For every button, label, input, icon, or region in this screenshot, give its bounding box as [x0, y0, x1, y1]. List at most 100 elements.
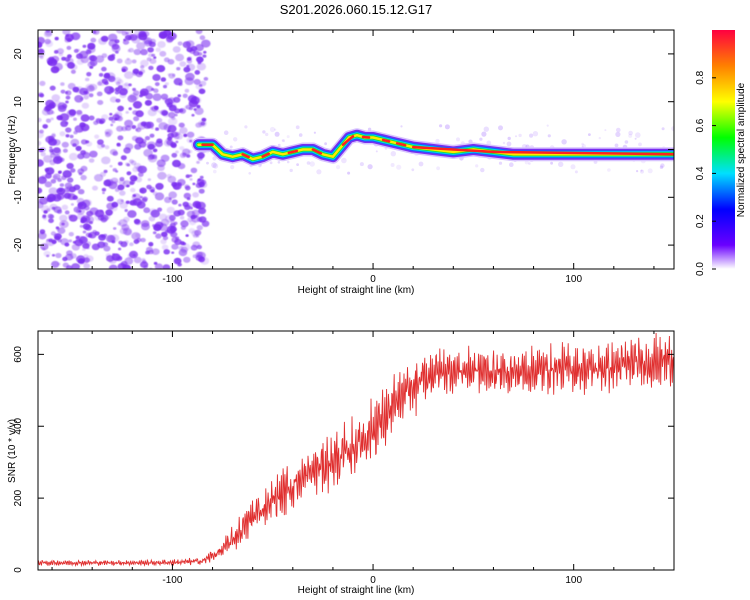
noise-dot	[56, 48, 64, 55]
noise-dot	[67, 54, 72, 59]
noise-dot	[107, 75, 116, 83]
noise-dot	[110, 123, 114, 127]
noise-dot	[112, 168, 118, 172]
noise-dot	[137, 135, 142, 140]
noise-dot	[175, 53, 185, 62]
noise-dot	[163, 249, 170, 255]
noise-dot	[168, 117, 178, 126]
noise-dot	[66, 162, 74, 170]
noise-dot	[66, 265, 73, 269]
noise-dot	[100, 217, 108, 223]
noise-dot	[152, 224, 156, 228]
noise-dot	[230, 165, 235, 170]
noise-dot	[115, 50, 119, 54]
noise-dot	[119, 177, 125, 182]
noise-dot	[57, 262, 61, 266]
noise-dot	[189, 49, 196, 54]
noise-dot	[63, 192, 71, 199]
y-tick-label: 600	[13, 346, 24, 363]
noise-dot	[81, 102, 90, 109]
snr-ticks: -100 0 100 0 200 400 600	[13, 331, 674, 586]
noise-dot	[640, 169, 644, 174]
noise-dot	[175, 140, 179, 144]
noise-dot	[134, 143, 142, 150]
noise-dot	[269, 126, 276, 133]
noise-dot	[103, 179, 112, 187]
noise-dot	[274, 128, 277, 131]
noise-dot	[108, 264, 118, 269]
noise-dot	[51, 59, 58, 65]
noise-dot	[79, 122, 86, 128]
noise-dot	[196, 225, 203, 231]
noise-dot	[182, 152, 187, 157]
noise-dot	[60, 82, 65, 86]
noise-dot	[581, 144, 586, 149]
noise-dot	[375, 150, 378, 153]
colorbar-tick-label: 0.2	[695, 214, 706, 228]
noise-dot	[160, 154, 170, 162]
ridge-peak	[241, 153, 250, 159]
noise-dot	[616, 127, 621, 133]
noise-dot	[229, 145, 233, 149]
noise-dot	[167, 175, 177, 183]
noise-dot	[158, 122, 168, 130]
noise-dot	[112, 253, 115, 256]
noise-dot	[88, 221, 93, 225]
noise-dot	[173, 96, 181, 103]
noise-dot	[638, 142, 642, 147]
noise-dot	[160, 109, 168, 116]
noise-dot	[138, 172, 144, 177]
noise-dot	[185, 174, 190, 178]
noise-dot	[78, 50, 89, 59]
noise-dot	[62, 256, 68, 262]
noise-dot	[171, 251, 175, 254]
noise-dot	[80, 150, 86, 155]
noise-dot	[155, 182, 164, 190]
noise-dot	[77, 189, 85, 195]
noise-dot	[147, 47, 154, 53]
noise-dot	[71, 263, 80, 269]
noise-dot	[131, 125, 137, 129]
noise-dot	[86, 72, 92, 77]
noise-dot	[103, 245, 111, 252]
noise-dot	[148, 65, 154, 71]
noise-dot	[306, 161, 311, 165]
noise-dot	[144, 136, 151, 141]
noise-dot	[159, 34, 165, 39]
noise-dot	[203, 77, 209, 81]
noise-dot	[191, 113, 195, 117]
noise-dot	[198, 181, 205, 188]
noise-dot	[135, 128, 139, 131]
noise-dot	[54, 36, 59, 41]
noise-dot	[160, 218, 170, 226]
noise-dot	[177, 41, 183, 46]
y-tick-label: 20	[13, 48, 24, 60]
noise-dot	[111, 119, 116, 124]
noise-dot	[146, 141, 157, 150]
noise-dot	[87, 42, 96, 50]
noise-dot	[196, 62, 207, 71]
noise-dot	[96, 142, 105, 150]
noise-dot	[244, 125, 248, 129]
noise-dot	[49, 148, 54, 153]
noise-dot	[177, 94, 182, 98]
spectrogram-xlabel: Height of straight line (km)	[298, 285, 415, 296]
noise-dot	[65, 134, 70, 138]
noise-dot	[197, 178, 201, 182]
noise-dot	[41, 174, 47, 180]
noise-dot	[121, 66, 128, 72]
noise-dot	[131, 59, 137, 64]
noise-dot	[189, 178, 193, 181]
noise-dot	[122, 264, 132, 269]
noise-dot	[186, 154, 191, 158]
noise-dot	[132, 90, 140, 96]
noise-dot	[51, 206, 56, 210]
noise-dot	[157, 41, 166, 48]
noise-dot	[124, 119, 134, 128]
colorbar: 0.0 0.2 0.4 0.6 0.8 Normalized spectral ampl…	[695, 30, 747, 276]
noise-dot	[118, 247, 122, 251]
noise-dot	[122, 227, 132, 236]
noise-dot	[173, 257, 182, 265]
noise-dot	[61, 141, 69, 148]
